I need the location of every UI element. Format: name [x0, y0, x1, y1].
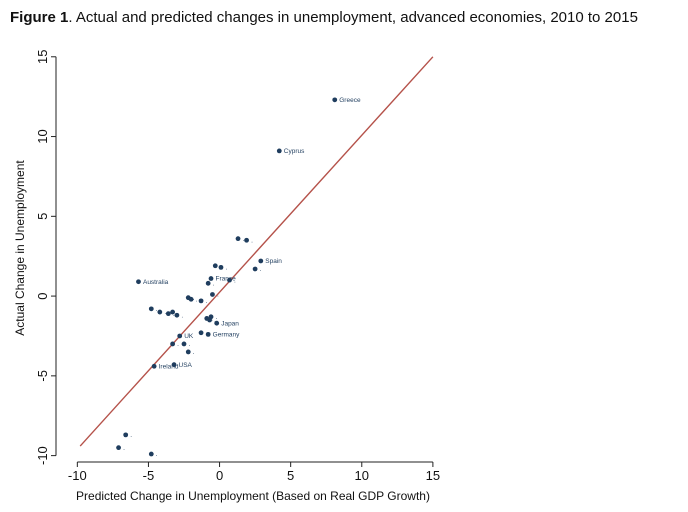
data-point — [207, 317, 213, 323]
point-label: UK — [184, 333, 194, 340]
data-point — [157, 309, 163, 315]
data-point — [332, 97, 338, 103]
data-point — [116, 445, 121, 451]
y-tick-label: -10 — [35, 446, 50, 465]
point-label: . — [164, 309, 166, 316]
data-points: GreeceCyprus..Spain...France..Australia.… — [116, 97, 361, 458]
data-point — [177, 333, 183, 339]
data-point — [136, 279, 141, 285]
data-point — [235, 236, 241, 242]
point-label: Greece — [339, 97, 361, 104]
point-label: . — [225, 265, 227, 272]
point-label: . — [177, 309, 179, 316]
data-point — [227, 277, 232, 283]
data-point — [188, 296, 194, 302]
data-point — [210, 292, 215, 297]
data-point — [151, 363, 157, 369]
data-point — [212, 263, 218, 269]
data-point — [252, 266, 258, 272]
data-point — [181, 341, 187, 347]
data-point — [205, 331, 211, 337]
y-tick-label: 15 — [35, 50, 50, 64]
point-label: . — [214, 317, 216, 324]
point-label: Germany — [213, 332, 240, 339]
y-tick-label: 10 — [35, 129, 50, 143]
data-point — [205, 280, 211, 286]
data-point — [214, 320, 220, 326]
point-label: . — [177, 341, 179, 348]
point-label: . — [206, 298, 208, 305]
point-label: . — [213, 281, 215, 288]
data-point — [258, 258, 264, 264]
point-label: . — [234, 277, 236, 284]
x-tick-label: -10 — [68, 468, 87, 483]
point-label: France — [216, 276, 237, 283]
point-label: Cyprus — [284, 148, 305, 155]
data-point — [170, 341, 176, 347]
data-point — [174, 312, 180, 318]
x-tick-label: 15 — [426, 468, 440, 483]
data-point — [208, 276, 214, 281]
point-label: . — [123, 445, 125, 452]
point-label: . — [251, 237, 253, 244]
point-label: . — [260, 266, 262, 273]
fit-line — [79, 56, 434, 447]
point-label: Ireland — [159, 363, 179, 370]
x-tick-label: 5 — [287, 468, 294, 483]
data-point — [185, 349, 191, 355]
point-label: Spain — [265, 258, 282, 265]
point-label: . — [173, 311, 175, 318]
data-point — [276, 148, 282, 154]
data-point — [171, 362, 177, 368]
point-label: . — [156, 306, 158, 313]
data-point — [123, 432, 129, 438]
x-tick-label: -5 — [143, 468, 155, 483]
figure-number: Figure 1 — [10, 9, 69, 26]
data-point — [198, 298, 204, 304]
point-label: . — [243, 236, 245, 243]
x-tick-label: 0 — [216, 468, 223, 483]
point-label: . — [217, 292, 219, 299]
x-tick-label: 10 — [355, 468, 369, 483]
point-label: . — [193, 295, 195, 302]
point-label: Australia — [143, 279, 169, 286]
data-point — [218, 264, 224, 270]
figure-caption: . Actual and predicted changes in unempl… — [68, 9, 638, 26]
y-tick-label: 0 — [35, 292, 50, 299]
point-label: USA — [179, 362, 193, 369]
point-label: . — [189, 341, 191, 348]
point-label: . — [181, 312, 183, 319]
point-label: . — [216, 314, 218, 321]
fit-line-group — [79, 56, 434, 447]
point-label: . — [156, 451, 158, 458]
point-label: . — [130, 432, 132, 439]
x-axis-title: Predicted Change in Unemployment (Based … — [76, 489, 430, 503]
figure-title: Figure 1. Actual and predicted changes i… — [10, 9, 638, 26]
data-point — [170, 309, 176, 315]
data-point — [165, 311, 171, 317]
data-point — [244, 237, 249, 243]
axes: -10 -5 0 5 10 15 -10 -5 0 5 10 15 — [35, 50, 440, 483]
y-axis-title: Actual Change in Unemployment — [13, 160, 27, 336]
point-label: Japan — [221, 320, 239, 327]
data-point — [148, 451, 154, 457]
y-tick-label: -5 — [35, 370, 50, 382]
point-label: . — [193, 349, 195, 356]
data-point — [198, 330, 204, 336]
point-label: . — [196, 296, 198, 303]
data-point — [148, 306, 154, 312]
y-tick-label: 5 — [35, 213, 50, 220]
point-label: . — [211, 316, 213, 323]
